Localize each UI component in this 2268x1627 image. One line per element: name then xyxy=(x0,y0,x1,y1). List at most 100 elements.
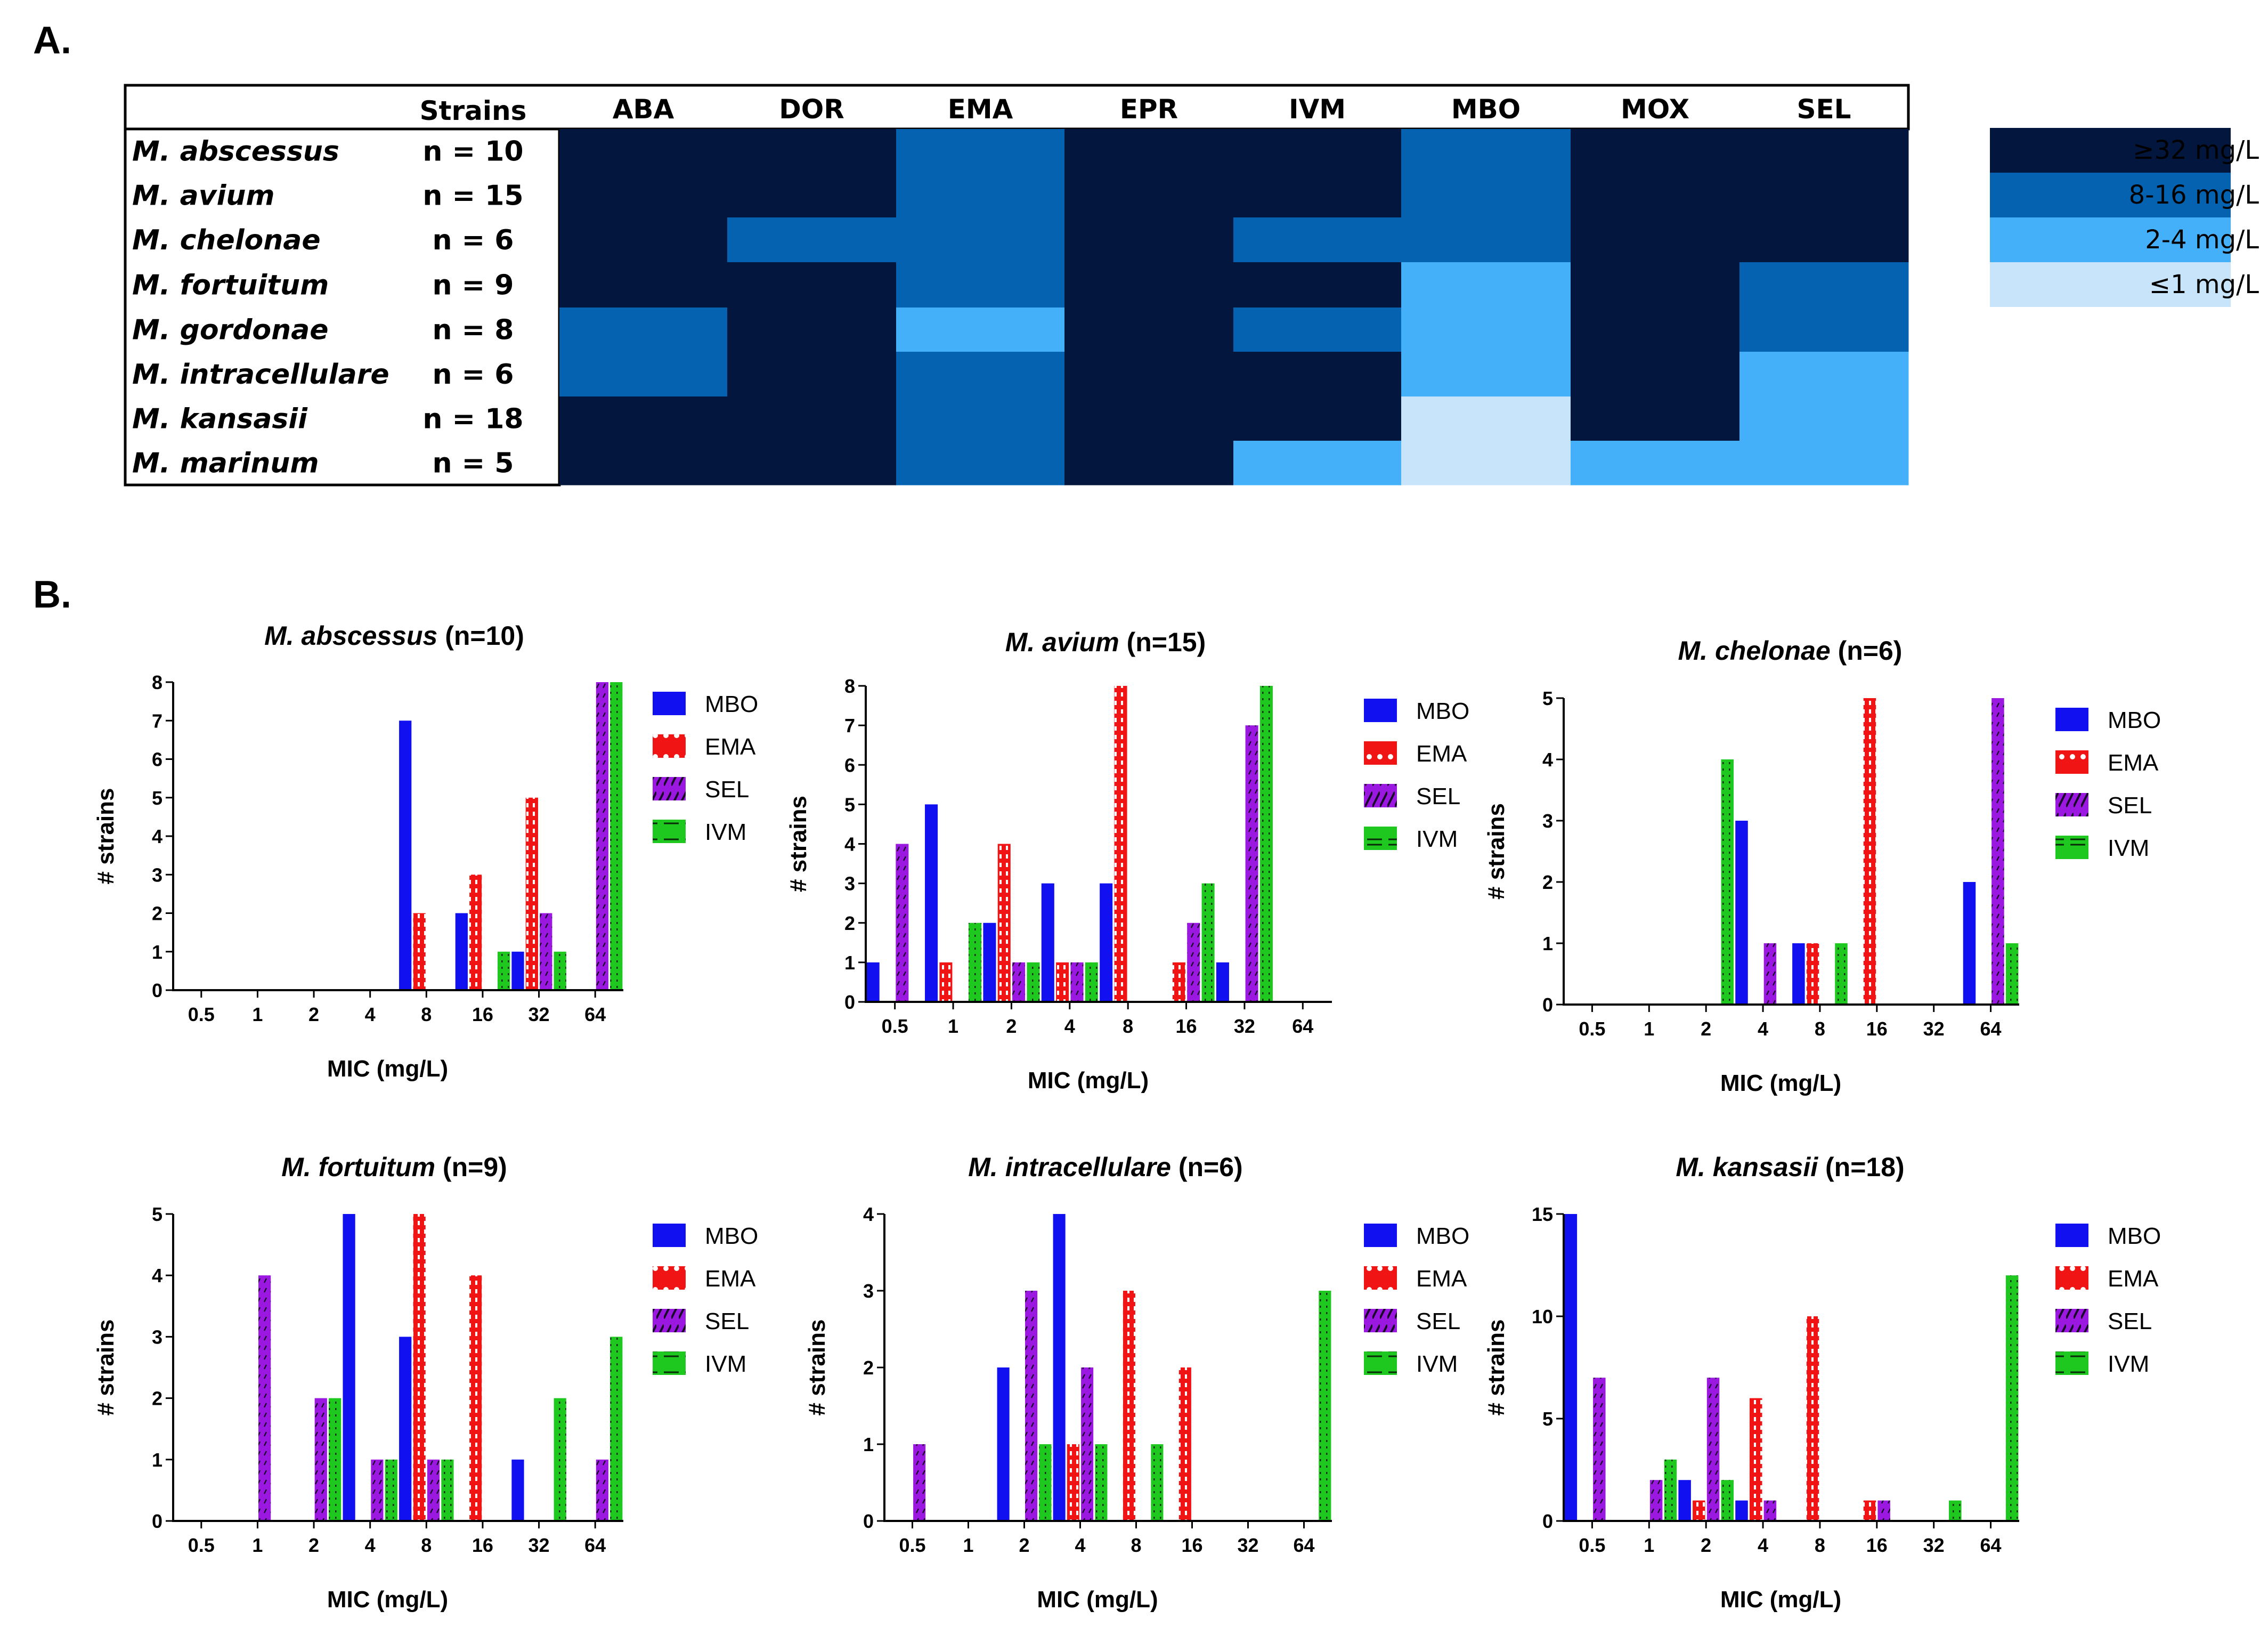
chart-title-species: M. intracellulare xyxy=(968,1152,1171,1182)
strain-count: n = 6 xyxy=(433,359,514,391)
bar-ivm xyxy=(1095,1444,1108,1521)
bar-ivm xyxy=(1151,1444,1164,1521)
x-tick-label: 16 xyxy=(1866,1534,1888,1556)
x-axis-label: MIC (mg/L) xyxy=(1720,1070,1841,1096)
legend-label-ivm: IVM xyxy=(705,1351,746,1377)
bar-sel xyxy=(1991,698,2004,1005)
bar-mbo xyxy=(1100,883,1113,1002)
y-tick-label: 8 xyxy=(152,671,162,693)
bar-ema xyxy=(469,875,482,990)
histogram-0: M. abscessus (n=10) 0 1 2 3 4 5 6 7 8 0.5 1 2 4 8 16 32 6… xyxy=(93,621,758,1082)
heatmap-cell xyxy=(559,129,728,174)
bar-sel xyxy=(314,1398,327,1521)
x-axis-label: MIC (mg/L) xyxy=(327,1056,448,1082)
y-tick-label: 4 xyxy=(152,825,162,847)
chart-title-species: M. avium xyxy=(1005,627,1119,657)
bar-sel xyxy=(596,682,609,990)
bar-ivm xyxy=(385,1459,397,1521)
bar-mbo xyxy=(1041,883,1054,1002)
heatmap-cell xyxy=(1233,396,1402,441)
species-label: M. chelonae xyxy=(132,224,321,256)
x-tick-label: 16 xyxy=(472,1534,493,1556)
heatmap-cell xyxy=(1401,217,1571,263)
legend-swatch-ema xyxy=(1364,741,1397,765)
legend-swatch-ivm xyxy=(1364,827,1397,850)
drug-header-mbo: MBO xyxy=(1451,94,1521,125)
y-axis-label: # strains xyxy=(1483,803,1509,900)
y-tick-label: 6 xyxy=(844,754,855,776)
chart-title: M. fortuitum (n=9) xyxy=(281,1152,507,1182)
legend-label-ema: EMA xyxy=(1416,741,1467,767)
legend-swatch-mbo xyxy=(2055,708,2088,731)
legend-swatch-sel xyxy=(653,1309,686,1332)
x-tick-label: 4 xyxy=(365,1534,376,1556)
bar-ema xyxy=(1749,1398,1762,1521)
legend-swatch-mbo xyxy=(653,1224,686,1247)
heatmap-cell xyxy=(896,217,1065,263)
histogram-4: M. intracellulare (n=6) 0 1 2 3 4 0.5 1 2 4 8 16 32 6… xyxy=(804,1152,1469,1613)
x-tick-label: 4 xyxy=(365,1003,376,1025)
x-tick-label: 4 xyxy=(1758,1534,1768,1556)
bar-sel xyxy=(1070,962,1084,1002)
bar-sel xyxy=(1245,725,1258,1002)
legend-swatch-sel xyxy=(653,777,686,800)
y-tick-label: 3 xyxy=(863,1280,874,1302)
heatmap-cell xyxy=(559,352,728,397)
scale-label: ≤1 mg/L xyxy=(2149,270,2259,300)
bar-mbo xyxy=(866,962,880,1002)
x-tick-label: 16 xyxy=(1866,1018,1888,1040)
x-tick-label: 8 xyxy=(421,1534,432,1556)
bar-sel xyxy=(1649,1480,1663,1521)
strain-count: n = 8 xyxy=(433,314,514,346)
y-tick-label: 4 xyxy=(844,833,855,855)
y-tick-label: 1 xyxy=(844,952,855,974)
drug-header-dor: DOR xyxy=(779,94,844,125)
bar-ivm xyxy=(610,1337,623,1521)
scale-swatch xyxy=(1990,128,2231,173)
x-axis-label: MIC (mg/L) xyxy=(1028,1067,1149,1094)
bar-ivm xyxy=(610,682,623,990)
bar-ema xyxy=(1806,1316,1819,1521)
legend-swatch-sel xyxy=(2055,1309,2088,1332)
bar-ema xyxy=(1067,1444,1079,1521)
chart-title-count: (n=9) xyxy=(435,1152,507,1182)
x-tick-label: 8 xyxy=(1815,1534,1825,1556)
y-tick-label: 2 xyxy=(1542,871,1553,893)
y-tick-label: 4 xyxy=(863,1203,874,1225)
bar-mbo xyxy=(1216,962,1229,1002)
x-tick-label: 16 xyxy=(1181,1534,1202,1556)
x-tick-label: 32 xyxy=(1234,1015,1255,1037)
heatmap-cell xyxy=(559,173,728,218)
heatmap-cell xyxy=(559,307,728,352)
legend-label-mbo: MBO xyxy=(1416,1223,1469,1249)
bar-sel xyxy=(896,844,909,1002)
heatmap-cell xyxy=(1401,352,1571,397)
bar-sel xyxy=(913,1444,926,1521)
bar-sel xyxy=(1081,1367,1094,1521)
scale-swatch xyxy=(1990,217,2231,262)
x-tick-label: 1 xyxy=(252,1534,263,1556)
x-tick-label: 4 xyxy=(1064,1015,1075,1037)
bar-ivm xyxy=(554,1398,566,1521)
heatmap-cell xyxy=(1233,307,1402,352)
legend-label-ema: EMA xyxy=(2108,1266,2159,1292)
y-tick-label: 5 xyxy=(1542,687,1553,709)
bar-mbo xyxy=(399,1337,412,1521)
species-label: M. fortuitum xyxy=(132,270,329,302)
legend-swatch-ema xyxy=(2055,1266,2088,1290)
legend-label-mbo: MBO xyxy=(705,691,758,717)
x-axis-label: MIC (mg/L) xyxy=(1037,1586,1158,1613)
bar-ivm xyxy=(497,951,510,990)
bar-ivm xyxy=(1259,686,1273,1002)
legend-swatch-ema xyxy=(1364,1266,1397,1290)
chart-title-count: (n=15) xyxy=(1119,627,1206,657)
bar-ivm xyxy=(554,951,566,990)
chart-title: M. chelonae (n=6) xyxy=(1678,636,1903,666)
heatmap-cell xyxy=(1571,307,1740,352)
bar-sel xyxy=(1593,1378,1606,1521)
bar-ema xyxy=(1806,943,1819,1005)
species-label: M. abscessus xyxy=(132,136,339,168)
bar-sel xyxy=(1763,1500,1777,1521)
x-tick-label: 16 xyxy=(1176,1015,1197,1037)
x-tick-label: 8 xyxy=(421,1003,432,1025)
